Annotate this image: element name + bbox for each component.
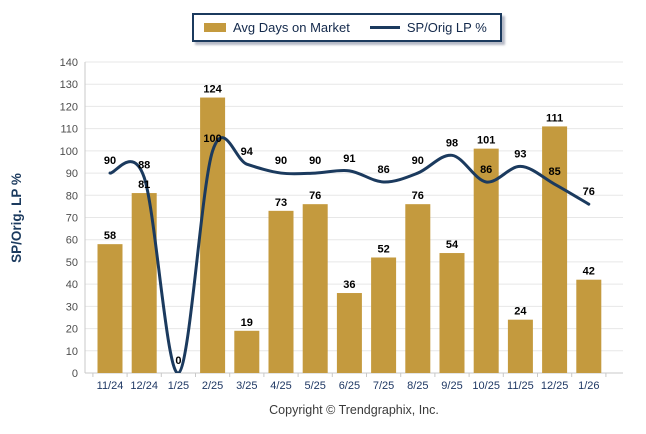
y-axis-tick-label: 140 xyxy=(60,57,78,69)
line-value-label: 90 xyxy=(275,155,287,167)
y-axis-tick-label: 0 xyxy=(72,368,78,380)
line-value-label: 76 xyxy=(583,186,595,198)
x-axis-label: 10/25 xyxy=(472,380,500,392)
x-axis-label: 6/25 xyxy=(339,380,360,392)
bar-value-label: 19 xyxy=(241,317,253,329)
y-axis-tick-label: 110 xyxy=(60,124,78,136)
x-axis-label: 11/25 xyxy=(507,380,534,392)
bar xyxy=(439,253,465,373)
line-value-label: 88 xyxy=(138,160,150,172)
line-value-label: 90 xyxy=(309,155,321,167)
x-axis-label: 7/25 xyxy=(373,380,394,392)
line-value-label: 90 xyxy=(104,155,116,167)
x-axis-label: 4/25 xyxy=(270,380,291,392)
x-axis-label: 11/24 xyxy=(97,380,124,392)
bar-value-label: 101 xyxy=(477,135,495,147)
chart-legend: Avg Days on Market SP/Orig LP % xyxy=(192,13,502,42)
x-axis-label: 2/25 xyxy=(202,380,223,392)
bar xyxy=(268,210,294,373)
y-axis-tick-label: 10 xyxy=(66,346,78,358)
bar xyxy=(234,330,260,373)
line-value-label: 98 xyxy=(446,137,458,149)
y-axis-tick-label: 100 xyxy=(60,146,78,158)
bar xyxy=(97,244,123,373)
bar-value-label: 54 xyxy=(446,239,459,251)
x-axis-label: 5/25 xyxy=(304,380,325,392)
bar-value-label: 76 xyxy=(412,190,424,202)
line-value-label: 94 xyxy=(241,146,254,158)
line-value-label: 93 xyxy=(514,148,526,160)
x-axis-label: 9/25 xyxy=(441,380,462,392)
bar-value-label: 42 xyxy=(583,266,595,278)
x-axis-label: 12/24 xyxy=(130,380,158,392)
x-axis-label: 3/25 xyxy=(236,380,257,392)
line-value-label: 91 xyxy=(343,153,355,165)
bar-value-label: 36 xyxy=(343,279,355,291)
line-series-sample-icon xyxy=(369,26,400,29)
line-value-label: 0 xyxy=(175,355,181,367)
line-value-label: 100 xyxy=(203,133,221,145)
bar xyxy=(302,204,328,373)
bar xyxy=(405,204,431,373)
y-axis-tick-label: 80 xyxy=(66,190,78,202)
bar xyxy=(371,257,397,373)
line-value-label: 86 xyxy=(480,164,492,176)
bar-value-label: 124 xyxy=(203,84,222,96)
bar-value-label: 76 xyxy=(309,190,321,202)
bar-value-label: 52 xyxy=(377,243,389,255)
y-axis-tick-label: 20 xyxy=(66,324,78,336)
line-value-label: 90 xyxy=(412,155,424,167)
bar-value-label: 81 xyxy=(138,179,150,191)
y-axis-tick-label: 40 xyxy=(66,279,78,291)
bar xyxy=(200,97,226,374)
y-axis-tick-label: 60 xyxy=(66,235,78,247)
line-value-label: 86 xyxy=(377,164,389,176)
bar-value-label: 73 xyxy=(275,197,287,209)
bar xyxy=(576,279,602,373)
bar xyxy=(542,126,568,374)
bar xyxy=(507,319,533,373)
y-axis-tick-label: 70 xyxy=(66,213,78,225)
x-axis-label: 1/25 xyxy=(168,380,189,392)
y-axis-tick-label: 130 xyxy=(60,79,78,91)
bar-value-label: 24 xyxy=(514,306,527,318)
y-axis-tick-label: 50 xyxy=(66,257,78,269)
bar-series-swatch-icon xyxy=(204,23,226,32)
line-series-label: SP/Orig LP % xyxy=(406,20,487,35)
x-axis-label: 8/25 xyxy=(407,380,428,392)
bar xyxy=(336,293,362,373)
line-value-label: 85 xyxy=(548,166,560,178)
trend-line xyxy=(108,136,591,373)
x-axis-label: 1/26 xyxy=(578,380,599,392)
bar-value-label: 111 xyxy=(546,112,563,124)
y-axis-tick-label: 30 xyxy=(66,301,78,313)
bar-value-label: 58 xyxy=(104,230,116,242)
x-axis-label: 12/25 xyxy=(541,380,569,392)
copyright-text: Copyright © Trendgraphix, Inc. xyxy=(269,403,439,417)
y-axis-tick-label: 90 xyxy=(66,168,78,180)
bar-series-label: Avg Days on Market xyxy=(233,20,350,35)
bar xyxy=(473,148,499,373)
y-axis-tick-label: 120 xyxy=(60,101,78,113)
